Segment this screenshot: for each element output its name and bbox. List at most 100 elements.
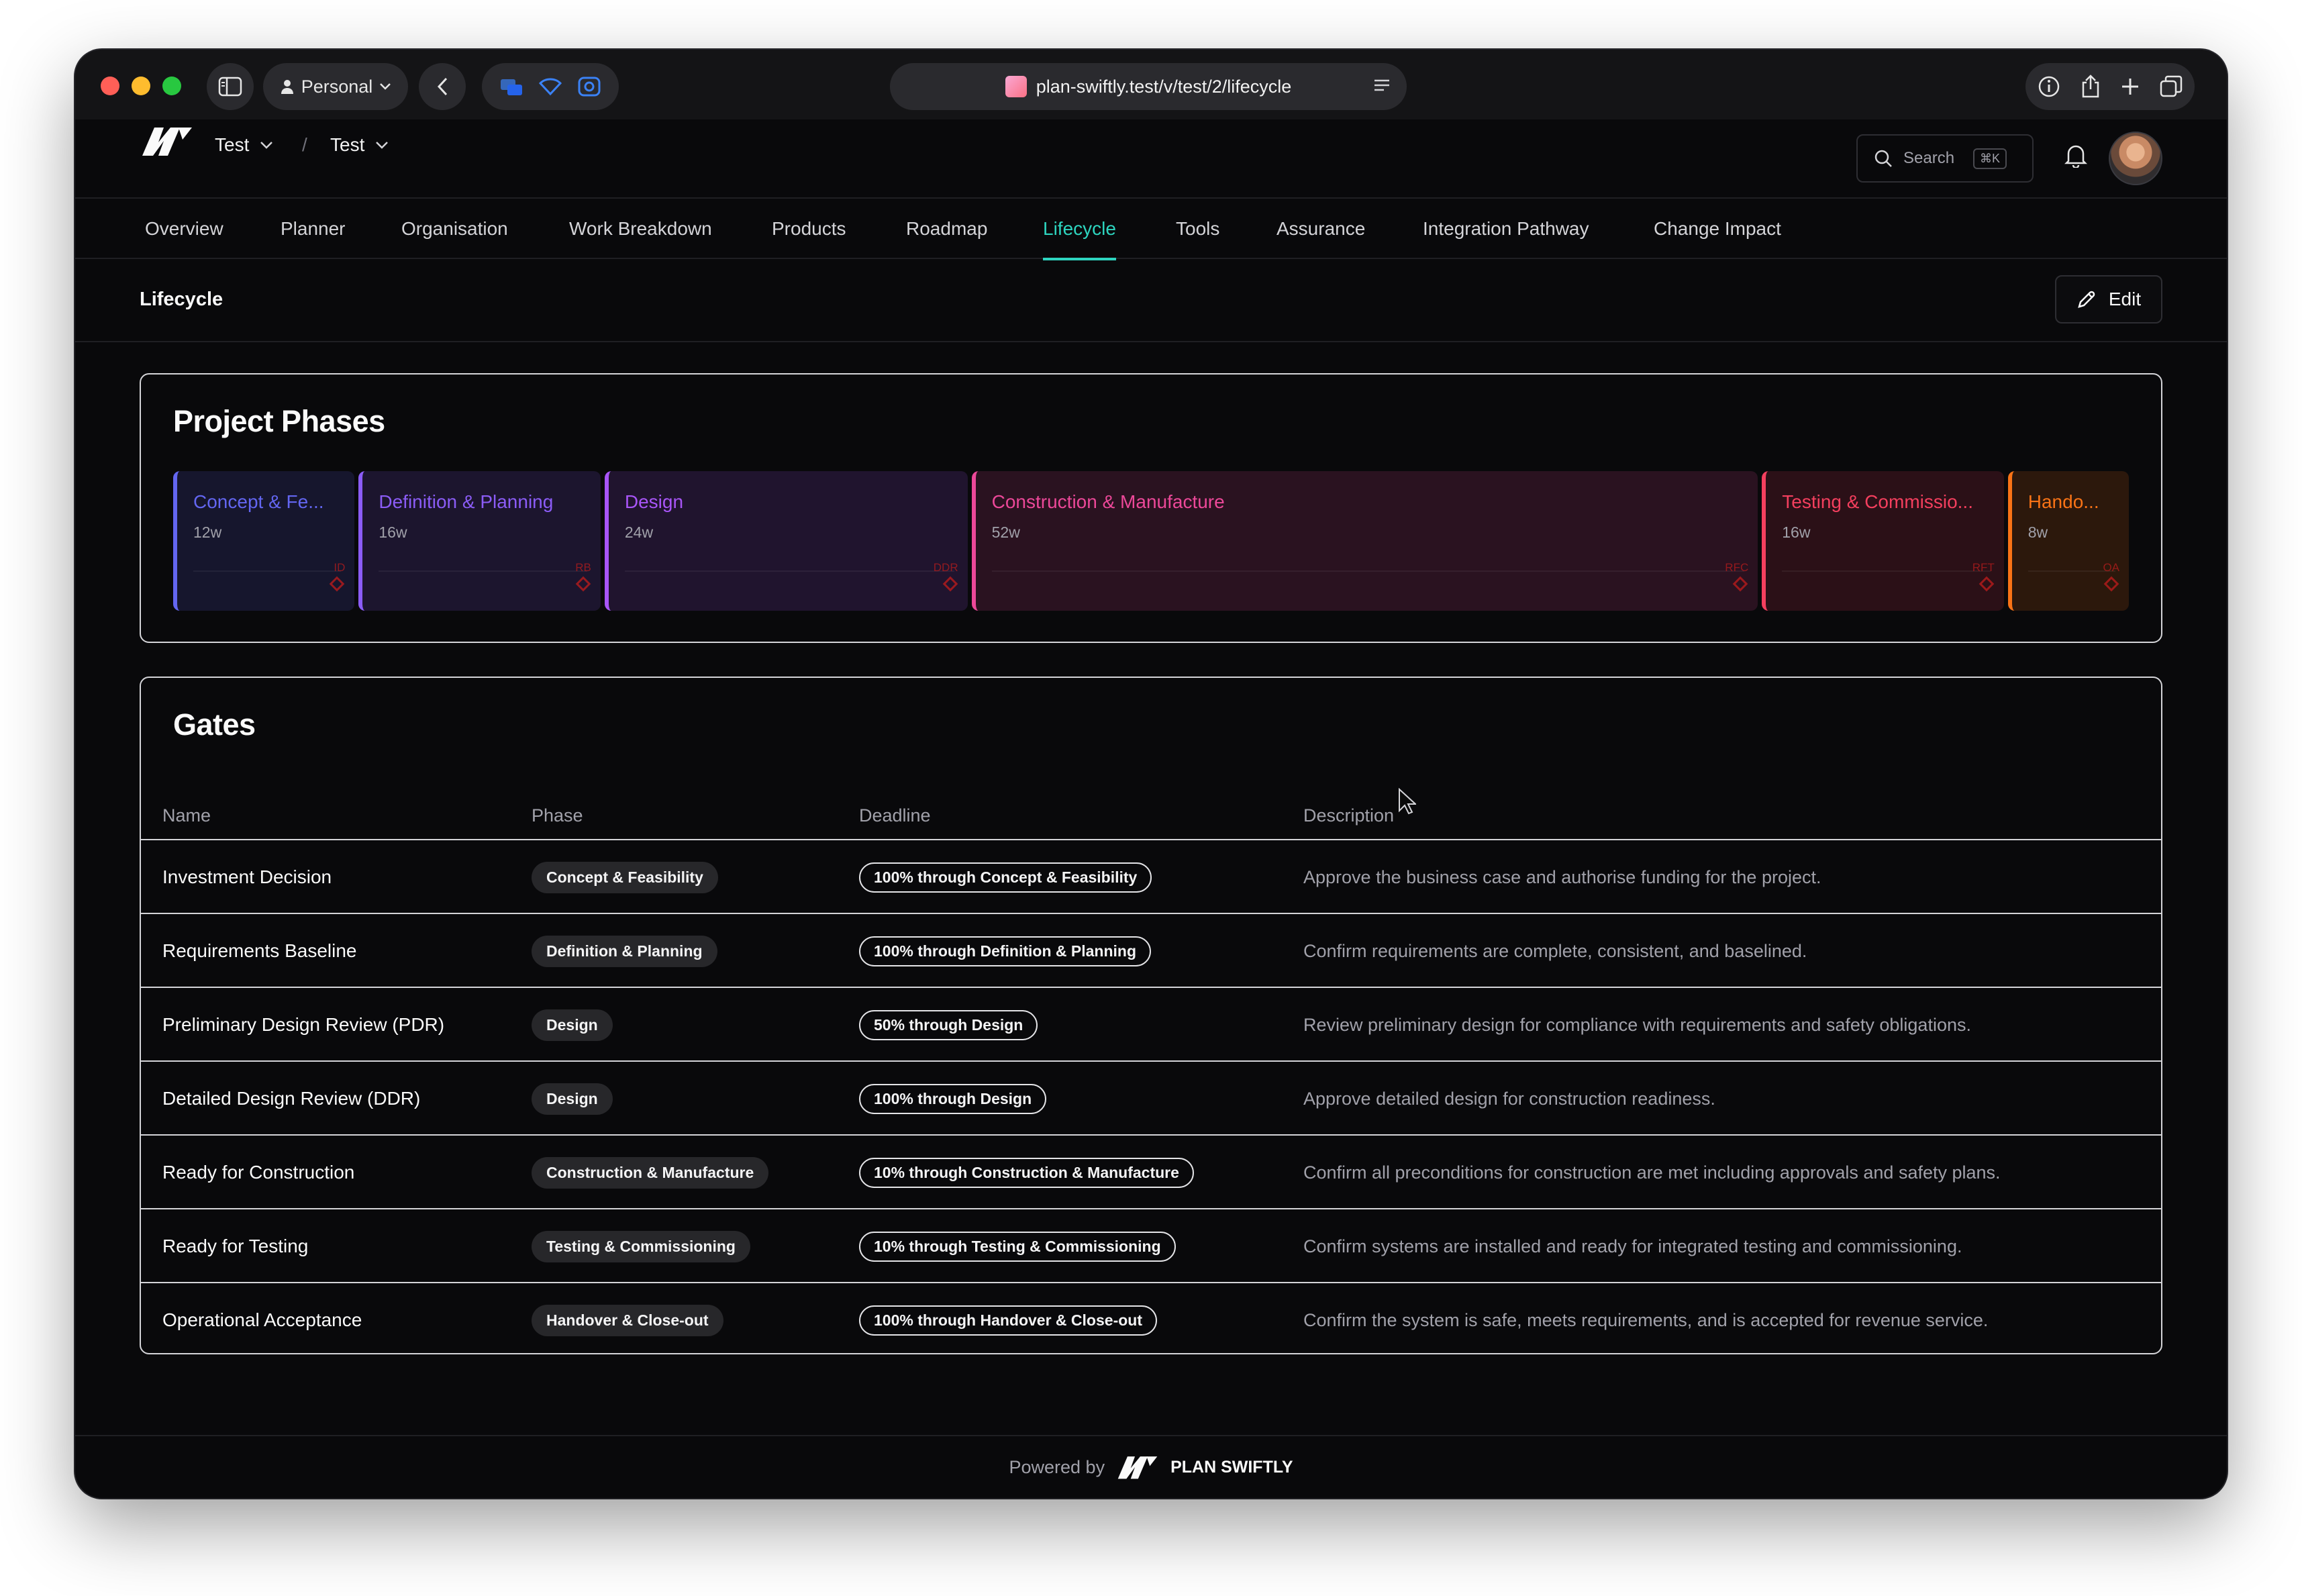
tab-lifecycle-label: Lifecycle — [1043, 218, 1116, 239]
gate-description: Confirm the system is safe, meets requir… — [1303, 1309, 1989, 1330]
gate-name: Detailed Design Review (DDR) — [162, 1088, 421, 1109]
tab-overview-icon[interactable] — [2160, 75, 2183, 98]
active-tab-indicator — [1043, 258, 1116, 260]
phase-bar[interactable]: Concept & Fe... 12w ID — [173, 471, 355, 611]
tab-change-impact[interactable]: Change Impact — [1654, 218, 1781, 239]
profile-label: Personal — [301, 76, 373, 97]
column-header-phase[interactable]: Phase — [532, 805, 583, 826]
project-name: Test — [330, 134, 365, 155]
phase-bar[interactable]: Design 24w DDR — [604, 471, 968, 611]
phases-card-title: Project Phases — [173, 404, 385, 438]
phase-badge: Testing & Commissioning — [532, 1230, 750, 1262]
gate-diamond-icon[interactable] — [1732, 576, 1748, 592]
phase-name: Concept & Fe... — [193, 491, 324, 512]
table-row[interactable]: Investment Decision Concept & Feasibility… — [141, 840, 2161, 914]
search-button[interactable]: Search ⌘K — [1856, 134, 2034, 183]
tab-tools[interactable]: Tools — [1176, 218, 1220, 239]
zoom-window-button[interactable] — [162, 77, 181, 95]
tab-assurance[interactable]: Assurance — [1277, 218, 1366, 239]
gate-name: Requirements Baseline — [162, 940, 357, 961]
browser-toolbar: Personal plan-swiftly.test/v/test/2/life… — [75, 50, 2227, 119]
tab-roadmap[interactable]: Roadmap — [906, 218, 988, 239]
gate-diamond-icon[interactable] — [942, 576, 958, 592]
edit-button[interactable]: Edit — [2055, 275, 2162, 323]
deadline-badge: 50% through Design — [859, 1009, 1038, 1040]
footer-brand[interactable]: PLAN SWIFTLY — [1170, 1457, 1293, 1477]
gate-marker-label: ID — [334, 561, 346, 574]
share-icon[interactable] — [2081, 74, 2101, 99]
minimize-window-button[interactable] — [132, 77, 150, 95]
tab-products[interactable]: Products — [772, 218, 846, 239]
org-name: Test — [215, 134, 250, 155]
phase-name: Definition & Planning — [379, 491, 554, 512]
gate-name: Operational Acceptance — [162, 1309, 362, 1330]
phase-progress-line — [991, 570, 1745, 572]
tab-planner[interactable]: Planner — [281, 218, 346, 239]
info-icon[interactable] — [2038, 75, 2060, 98]
gate-description: Approve the business case and authorise … — [1303, 866, 1821, 887]
table-row[interactable]: Preliminary Design Review (PDR) Design 50%… — [141, 988, 2161, 1062]
profile-switcher[interactable]: Personal — [263, 63, 408, 110]
column-header-name[interactable]: Name — [162, 805, 211, 826]
gate-phase-cell: Testing & Commissioning — [532, 1209, 750, 1283]
gate-diamond-icon[interactable] — [1979, 576, 1995, 592]
column-header-deadline[interactable]: Deadline — [859, 805, 931, 826]
sidebar-toggle-button[interactable] — [207, 63, 254, 110]
gate-diamond-icon[interactable] — [330, 576, 345, 592]
extension-gear-icon[interactable] — [577, 76, 601, 97]
page-header: Lifecycle Edit — [75, 259, 2227, 342]
tab-overview[interactable]: Overview — [145, 218, 223, 239]
table-row[interactable]: Operational Acceptance Handover & Close-o… — [141, 1283, 2161, 1357]
extension-shield-icon[interactable] — [538, 77, 562, 97]
gates-card-title: Gates — [173, 707, 256, 742]
org-switcher[interactable]: Test — [215, 134, 273, 156]
extension-window-icon[interactable] — [499, 77, 523, 97]
back-button[interactable] — [419, 63, 466, 110]
phase-badge: Design — [532, 1009, 613, 1041]
column-header-description[interactable]: Description — [1303, 805, 1395, 826]
chevron-left-icon — [437, 77, 448, 96]
gate-marker-label: RFT — [1972, 561, 1995, 574]
user-avatar[interactable] — [2109, 132, 2162, 185]
browser-window: Personal plan-swiftly.test/v/test/2/life… — [75, 50, 2227, 1498]
phase-progress-line — [2028, 570, 2115, 572]
tab-work-breakdown[interactable]: Work Breakdown — [569, 218, 712, 239]
gate-description: Review preliminary design for compliance… — [1303, 1014, 1971, 1035]
gate-deadline-cell: 100% through Definition & Planning — [859, 914, 1151, 988]
table-row[interactable]: Ready for Construction Construction & Man… — [141, 1136, 2161, 1209]
gate-name: Ready for Testing — [162, 1236, 309, 1256]
plan-swiftly-logo-icon[interactable] — [141, 125, 193, 157]
gate-marker-label: RB — [575, 561, 591, 574]
bell-icon[interactable] — [2064, 144, 2087, 168]
gate-name: Ready for Construction — [162, 1162, 355, 1183]
search-icon — [1874, 150, 1892, 167]
address-bar[interactable]: plan-swiftly.test/v/test/2/lifecycle — [890, 63, 1407, 110]
phase-badge: Design — [532, 1083, 613, 1115]
project-switcher[interactable]: Test — [330, 134, 389, 156]
phase-name: Testing & Commissio... — [1782, 491, 1973, 512]
gate-diamond-icon[interactable] — [2103, 576, 2119, 592]
reader-menu-icon[interactable] — [1373, 78, 1391, 93]
powered-by-label: Powered by — [1009, 1456, 1105, 1477]
plan-swiftly-footer-logo-icon — [1117, 1456, 1158, 1479]
project-phases-card: Project Phases Concept & Fe... 12w ID Defin… — [140, 373, 2162, 643]
table-row[interactable]: Detailed Design Review (DDR) Design 100% t… — [141, 1062, 2161, 1136]
phase-bar[interactable]: Definition & Planning 16w RB — [358, 471, 601, 611]
tab-lifecycle[interactable]: Lifecycle — [1043, 199, 1116, 260]
gate-deadline-cell: 100% through Concept & Feasibility — [859, 840, 1152, 914]
phase-timeline: Concept & Fe... 12w ID Definition & Plannin… — [173, 471, 2129, 611]
tab-organisation[interactable]: Organisation — [401, 218, 508, 239]
tab-integration-pathway[interactable]: Integration Pathway — [1423, 218, 1589, 239]
table-row[interactable]: Ready for Testing Testing & Commissioning… — [141, 1209, 2161, 1283]
gate-marker-label: DDR — [933, 561, 958, 574]
close-window-button[interactable] — [101, 77, 119, 95]
gate-description: Confirm requirements are complete, consi… — [1303, 940, 1807, 961]
phase-bar[interactable]: Testing & Commissio... 16w RFT — [1762, 471, 2004, 611]
phase-progress-line — [193, 570, 342, 572]
phase-bar[interactable]: Hando... 8w OA — [2007, 471, 2129, 611]
gate-diamond-icon[interactable] — [575, 576, 591, 592]
table-row[interactable]: Requirements Baseline Definition & Planni… — [141, 914, 2161, 988]
phase-bar[interactable]: Construction & Manufacture 52w RFC — [971, 471, 1758, 611]
phase-duration: 8w — [2028, 523, 2048, 541]
new-tab-icon[interactable] — [2121, 77, 2140, 96]
